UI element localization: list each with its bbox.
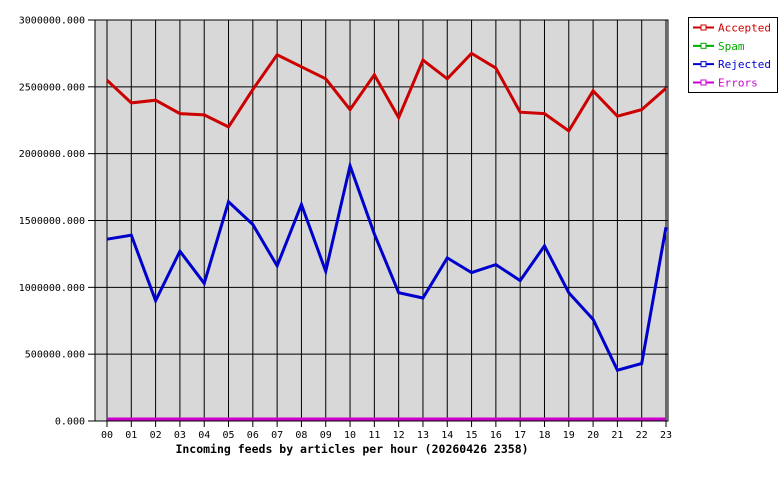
x-axis-label: 21 [611, 430, 623, 441]
x-axis-label: 19 [563, 430, 575, 441]
legend-label: Accepted [718, 22, 771, 35]
y-axis-label: 2500000.000 [19, 82, 85, 93]
x-axis-label: 10 [344, 430, 356, 441]
y-axis-label: 2000000.000 [19, 149, 85, 160]
legend-item-rejected: Rejected [693, 58, 771, 71]
x-axis-label: 07 [271, 430, 283, 441]
x-axis-label: 03 [174, 430, 186, 441]
x-axis-label: 06 [247, 430, 259, 441]
x-axis-label: 00 [101, 430, 113, 441]
legend-marker-icon [700, 61, 707, 68]
x-axis-label: 11 [368, 430, 380, 441]
x-axis-label: 12 [393, 430, 405, 441]
series-line-accepted [105, 51, 667, 134]
legend-marker-icon [700, 42, 707, 49]
x-axis-label: 02 [150, 430, 162, 441]
x-axis-label: 20 [587, 430, 599, 441]
axes [88, 19, 669, 427]
x-axis-label: 14 [441, 430, 453, 441]
legend: Accepted Spam Rejected Errors [688, 17, 778, 93]
legend-marker-icon [700, 79, 707, 86]
legend-item-spam: Spam [693, 40, 745, 53]
x-axis-label: 16 [490, 430, 502, 441]
x-axis-label: 09 [320, 430, 332, 441]
x-axis-label: 04 [198, 430, 210, 441]
plot-border [94, 19, 669, 422]
x-axis-label: 13 [417, 430, 429, 441]
legend-label: Rejected [718, 58, 771, 71]
chart-title: Incoming feeds by articles per hour (202… [175, 442, 528, 456]
y-axis-label: 500000.000 [25, 350, 85, 361]
legend-item-accepted: Accepted [693, 22, 771, 35]
legend-label: Spam [718, 40, 745, 53]
x-axis-label: 08 [295, 430, 307, 441]
series-line-rejected [106, 160, 668, 372]
gridlines [95, 19, 668, 422]
x-axis-label: 17 [514, 430, 526, 441]
axis-labels: 0.000500000.0001000000.0001500000.000200… [19, 16, 672, 442]
x-axis-label: 18 [538, 430, 550, 441]
legend-item-errors: Errors [693, 77, 758, 90]
x-axis-label: 15 [466, 430, 478, 441]
y-axis-label: 3000000.000 [19, 16, 85, 27]
series-lines [105, 51, 668, 421]
y-axis-label: 0.000 [55, 417, 85, 428]
legend-marker-icon [700, 24, 707, 31]
y-axis-label: 1000000.000 [19, 283, 85, 294]
legend-label: Errors [718, 77, 758, 90]
x-axis-label: 22 [636, 430, 648, 441]
x-axis-label: 05 [222, 430, 234, 441]
y-axis-label: 1500000.000 [19, 216, 85, 227]
x-axis-label: 01 [125, 430, 137, 441]
x-axis-label: 23 [660, 430, 672, 441]
